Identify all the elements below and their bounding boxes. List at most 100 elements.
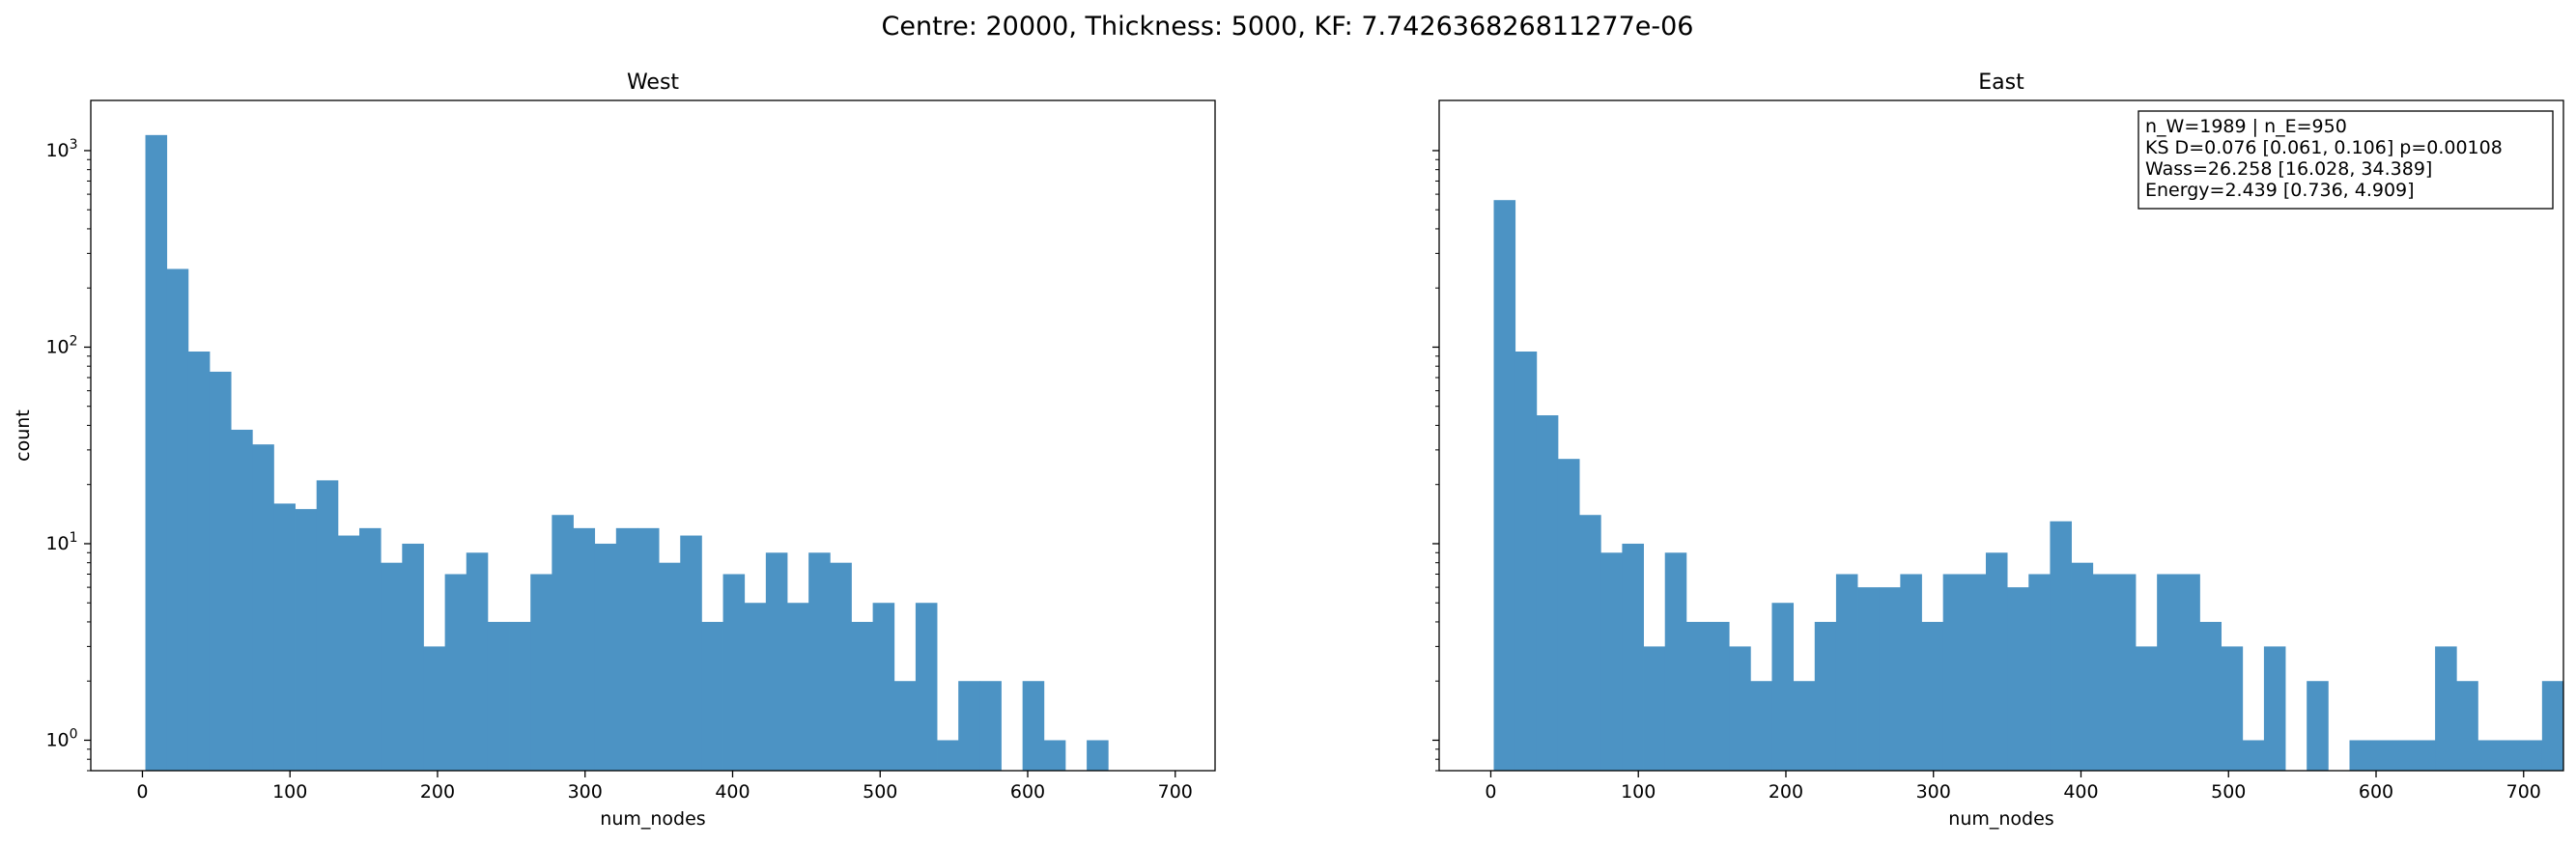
west-panel: 0 100 200 300 400 500 600 700 100 101 102 103 West nu… bbox=[13, 70, 1216, 830]
x-tick-label: 0 bbox=[1485, 781, 1496, 803]
histogram-bar bbox=[402, 543, 424, 771]
y-tick-label: 100 bbox=[45, 726, 77, 750]
histogram-bar bbox=[1985, 552, 2008, 771]
histogram-bar bbox=[2413, 740, 2436, 771]
histogram-bar bbox=[1622, 543, 1644, 771]
histogram-bar bbox=[744, 603, 767, 771]
histogram-bar bbox=[2242, 740, 2265, 771]
y-tick-label: 103 bbox=[45, 137, 77, 161]
histogram-bar bbox=[1685, 621, 1709, 771]
x-tick-label: 400 bbox=[715, 781, 750, 803]
histogram-bar bbox=[2349, 740, 2372, 771]
x-tick-label: 700 bbox=[1158, 781, 1193, 803]
histogram-bar bbox=[552, 515, 574, 771]
histogram-bar bbox=[637, 527, 660, 771]
histogram-bar bbox=[808, 552, 831, 771]
axes-title: West bbox=[627, 70, 679, 95]
stats-annotation-box bbox=[2137, 110, 2554, 210]
x-tick-label: 600 bbox=[1010, 781, 1045, 803]
histogram-bar bbox=[937, 740, 959, 771]
histogram-bar bbox=[2050, 521, 2072, 771]
histogram-bar bbox=[1087, 740, 1109, 771]
histogram-bar bbox=[423, 646, 446, 771]
x-axis-label: num_nodes bbox=[600, 808, 705, 830]
histogram-bar bbox=[295, 509, 318, 771]
histogram-bar bbox=[187, 351, 211, 771]
histogram-bar bbox=[1493, 200, 1516, 772]
x-tick-label: 200 bbox=[420, 781, 455, 803]
x-tick-label: 700 bbox=[2506, 781, 2541, 803]
histogram-bar bbox=[209, 371, 232, 771]
histogram-bar bbox=[231, 429, 253, 771]
histogram-bar bbox=[2092, 574, 2115, 771]
histogram-bar bbox=[765, 552, 788, 771]
histogram-bar bbox=[1579, 515, 1601, 771]
histogram-bar bbox=[787, 603, 809, 771]
histogram-bar bbox=[2456, 681, 2478, 771]
histogram-bar bbox=[2157, 574, 2179, 771]
axes-frame bbox=[1438, 99, 2564, 772]
histogram-bar bbox=[1879, 587, 1901, 771]
histogram-bar bbox=[1708, 621, 1730, 771]
histogram-bar bbox=[2477, 740, 2500, 771]
x-tick-label: 300 bbox=[568, 781, 603, 803]
figure-suptitle: Centre: 20000, Thickness: 5000, KF: 7.74… bbox=[882, 12, 1694, 42]
histogram-bar bbox=[958, 681, 980, 771]
histogram-bar bbox=[594, 543, 617, 771]
histogram-bar bbox=[2071, 562, 2094, 771]
histogram-bar bbox=[2028, 574, 2051, 771]
x-tick-label: 300 bbox=[1916, 781, 1951, 803]
histogram-bar bbox=[2113, 574, 2137, 771]
y-axis-label: count bbox=[13, 409, 34, 462]
axes-frame bbox=[90, 99, 1216, 772]
histogram-bar bbox=[1514, 351, 1538, 771]
histogram-bar bbox=[1557, 459, 1580, 771]
x-tick-label: 500 bbox=[2211, 781, 2246, 803]
histogram-bar bbox=[979, 681, 1002, 771]
histogram-bar bbox=[615, 527, 638, 771]
histogram-bar bbox=[2435, 646, 2457, 771]
histogram-bar bbox=[316, 480, 339, 771]
histogram-bar bbox=[444, 574, 467, 771]
x-tick-label: 500 bbox=[863, 781, 897, 803]
histogram-bar bbox=[2007, 587, 2029, 771]
histogram-bar bbox=[2370, 740, 2393, 771]
histogram-bar bbox=[915, 603, 938, 771]
histogram-bar bbox=[1600, 552, 1623, 771]
histogram-bar bbox=[2136, 646, 2158, 771]
histogram-bar bbox=[680, 535, 702, 771]
histogram-bar bbox=[1643, 646, 1666, 771]
x-tick-label: 0 bbox=[136, 781, 148, 803]
histogram-bar bbox=[701, 621, 723, 771]
x-tick-label: 100 bbox=[272, 781, 307, 803]
histogram-bar bbox=[252, 444, 274, 771]
histogram-bar bbox=[659, 562, 681, 771]
histogram-bar bbox=[2520, 740, 2543, 771]
histogram-bar bbox=[359, 527, 382, 771]
histogram-bar bbox=[1857, 587, 1880, 771]
stats-annotation-line: KS D=0.076 [0.061, 0.106] p=0.00108 bbox=[2145, 137, 2503, 158]
histogram-bar bbox=[487, 621, 510, 771]
histogram-bar bbox=[2499, 740, 2522, 771]
stats-annotation-line: Wass=26.258 [16.028, 34.389] bbox=[2145, 158, 2432, 180]
histogram-bar bbox=[722, 574, 746, 771]
x-axis-label: num_nodes bbox=[1948, 808, 2053, 830]
histogram-bar bbox=[1771, 603, 1795, 771]
histogram-bar bbox=[573, 527, 596, 771]
histogram-bar bbox=[1664, 552, 1687, 771]
histogram-bar bbox=[509, 621, 531, 771]
histogram-bar bbox=[2263, 646, 2286, 771]
histogram-bar bbox=[381, 562, 403, 771]
histogram-bar bbox=[1942, 574, 1966, 771]
stats-annotation-line: n_W=1989 | n_E=950 bbox=[2145, 116, 2347, 137]
stats-annotation-line: Energy=2.439 [0.736, 4.909] bbox=[2145, 180, 2415, 201]
histogram-bar bbox=[2199, 621, 2222, 771]
histogram-bar bbox=[466, 552, 489, 771]
histogram-bar bbox=[893, 681, 917, 771]
histogram-bar bbox=[851, 621, 874, 771]
x-tick-label: 400 bbox=[2063, 781, 2098, 803]
histogram-bar bbox=[1793, 681, 1816, 771]
histogram-bar bbox=[1043, 740, 1066, 771]
histogram-bar bbox=[1835, 574, 1858, 771]
